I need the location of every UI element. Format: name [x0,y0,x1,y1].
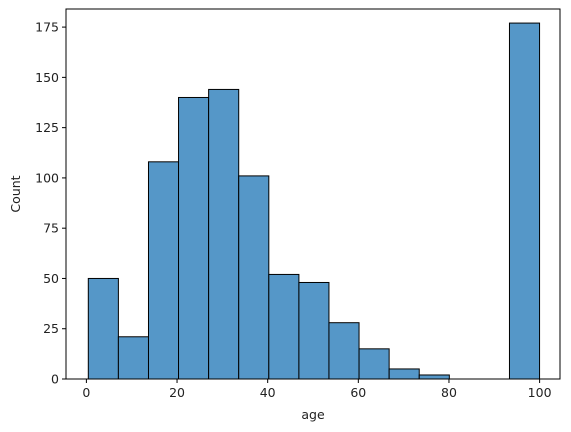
y-axis-label: Count [8,175,23,212]
histogram-bar [147,161,180,380]
x-tick-label: 40 [260,385,276,400]
x-tick-label: 60 [350,385,366,400]
histogram-bars [87,22,541,380]
y-tick-label: 50 [43,271,59,286]
histogram-bar [117,336,149,380]
x-axis-ticks: 0 20 40 60 80 100 [82,379,552,400]
histogram-bar [208,88,240,380]
histogram-bar [508,22,541,380]
y-tick-label: 100 [35,170,59,185]
histogram-bar [388,368,420,380]
x-tick-label: 80 [441,385,457,400]
y-tick-label: 0 [51,372,59,387]
y-tick-label: 125 [35,120,59,135]
x-tick-label: 100 [528,385,552,400]
histogram-bar [298,281,330,380]
histogram-bar [418,374,450,380]
plot-frame [65,8,561,380]
histogram-bar [268,273,300,380]
y-tick-label: 75 [43,221,59,236]
histogram-bar [358,348,390,380]
histogram-bar [87,277,119,380]
y-tick-label: 25 [43,321,59,336]
histogram-bar [328,322,360,380]
x-tick-label: 0 [82,385,90,400]
y-axis-ticks: 0 25 50 75 100 125 150 175 [35,20,66,387]
x-tick-label: 20 [169,385,185,400]
histogram-bar [238,175,270,380]
x-axis-label: age [301,407,325,422]
y-tick-label: 175 [35,20,59,35]
histogram-bar [178,96,210,380]
y-tick-label: 150 [35,70,59,85]
